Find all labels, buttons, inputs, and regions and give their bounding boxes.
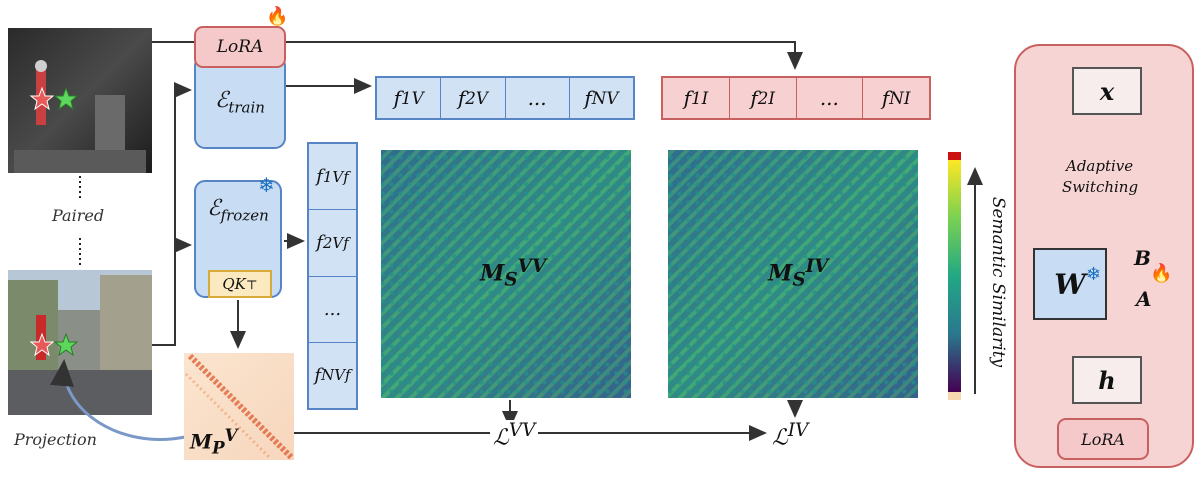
w-box: W (1033, 248, 1107, 320)
heatmap-iv (668, 150, 918, 398)
output-h-box: h (1072, 356, 1142, 404)
encoder-subscript: train (228, 98, 265, 117)
lora-tag-label: LoRA (216, 37, 264, 57)
encoder-symbol: ℰ (215, 87, 229, 113)
encoder-symbol: ℰ (207, 196, 221, 221)
b-label: B (1134, 246, 1151, 270)
qk-box: QK ⊤ (208, 270, 272, 298)
input-x-label: x (1099, 76, 1115, 106)
a-label: A (1136, 287, 1152, 311)
qk-sup: ⊤ (245, 276, 258, 292)
switching-label: Switching (1062, 178, 1139, 196)
fire-icon: 🔥 (1150, 263, 1173, 284)
lora-tag-bottom: LoRA (1057, 418, 1149, 460)
feature-cell: ... (309, 277, 356, 343)
colorbar (948, 152, 961, 400)
heatmap-vv (381, 150, 631, 398)
matrix-iv-label: MSIV (768, 256, 829, 291)
lora-tag-top: LoRA (194, 26, 286, 68)
qk-label: QK (222, 275, 246, 293)
semantic-similarity-label: Semantic Similarity (988, 196, 1008, 368)
matrix-vv-label: MSVV (480, 256, 547, 291)
encoder-subscript: frozen (220, 206, 269, 225)
w-label: W (1054, 267, 1086, 301)
projection-matrix (184, 353, 295, 461)
fire-icon: 🔥 (266, 6, 289, 27)
snowflake-icon: ❄ (1086, 264, 1102, 285)
feature-cell: f N Vf (314, 364, 351, 386)
loss-iv-label: ℒIV (772, 420, 809, 451)
infrared-image (8, 28, 152, 173)
matrix-proj-label: MPV (190, 425, 238, 458)
output-h-label: h (1098, 365, 1116, 395)
adaptive-label: Adaptive (1066, 157, 1134, 175)
feature-cell: ... (506, 78, 570, 118)
paired-label: Paired (52, 206, 105, 225)
snowflake-icon: ❄ (258, 173, 275, 197)
arrows (50, 41, 983, 441)
encoder-train: ℰtrain (194, 55, 286, 149)
loss-vv-label: ℒVV (490, 420, 539, 451)
lora-tag-label: LoRA (1081, 429, 1125, 449)
feature-cell: ... (797, 78, 864, 118)
projection-label: Projection (14, 430, 97, 449)
visible-image (8, 270, 152, 415)
feature-cell: f 2 Vf (309, 210, 356, 277)
frozen-feature-column: f 1 Vf f 2 Vf ... f N Vf (307, 142, 358, 410)
feature-cell: f 1 Vf (309, 144, 356, 211)
input-x-box: x (1072, 67, 1142, 115)
